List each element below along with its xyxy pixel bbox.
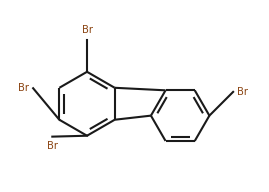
Text: Br: Br (237, 87, 248, 97)
Text: Br: Br (19, 83, 30, 93)
Text: Br: Br (82, 25, 93, 35)
Text: Br: Br (47, 141, 58, 151)
